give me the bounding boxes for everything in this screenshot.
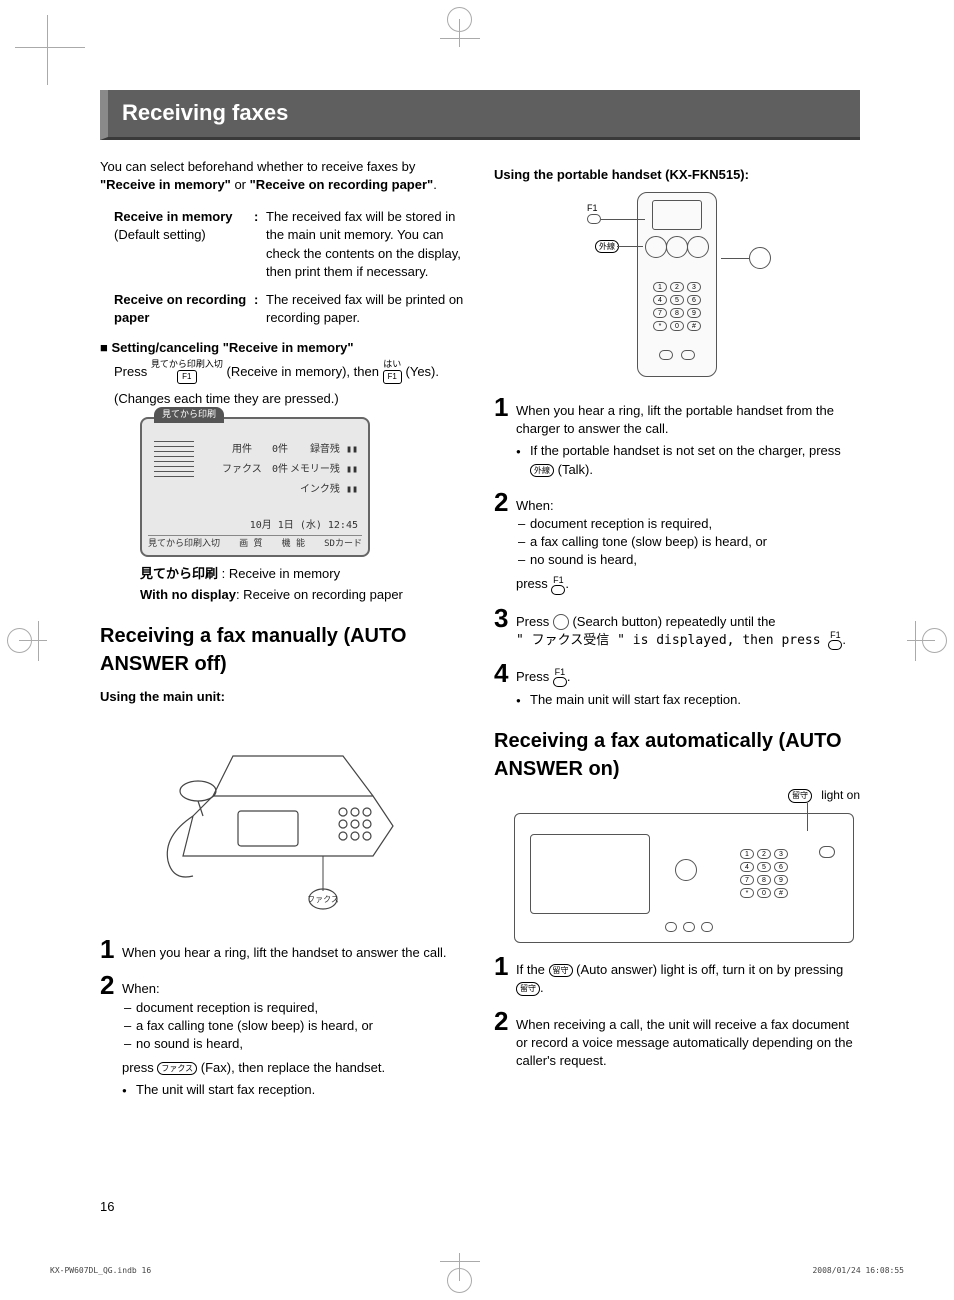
nav-circle-icon: [675, 859, 697, 881]
auto-heading: Receiving a fax automatically (AUTO ANSW…: [494, 727, 860, 783]
f1-button-icon: F1: [383, 370, 402, 384]
page-title: Receiving faxes: [100, 90, 860, 140]
fax-button-label: ファクス: [307, 895, 339, 904]
auto-answer-button-icon: 留守: [516, 982, 540, 995]
portable-step-4: 4 Press F1. The main unit will start fax…: [494, 660, 860, 709]
portable-step-2: 2 When: document reception is required, …: [494, 489, 860, 595]
auto-step-1: 1 If the 留守 (Auto answer) light is off, …: [494, 953, 860, 997]
setting-body: Press 見てから印刷入切F1 (Receive in memory), th…: [100, 361, 466, 408]
manual-heading: Receiving a fax manually (AUTO ANSWER of…: [100, 622, 466, 678]
footer-timestamp: 2008/01/24 16:08:55: [812, 1265, 904, 1276]
portable-step-3: 3 Press (Search button) repeatedly until…: [494, 605, 860, 650]
f1-button-icon: F1: [177, 370, 196, 384]
talk-button-icon: 外線: [530, 464, 554, 477]
page-number: 16: [100, 1198, 114, 1216]
auto-answer-button-icon: 留守: [788, 789, 812, 802]
f1-button-icon: [553, 677, 567, 687]
handset-illustration: 123 456 789 *0# F1 外線: [577, 192, 777, 382]
light-on-label: 留守 light on: [788, 787, 860, 804]
def-receive-paper: Receive on recording paper : The receive…: [100, 291, 466, 327]
intro-text: You can select beforehand whether to rec…: [100, 158, 466, 194]
portable-step-1: 1 When you hear a ring, lift the portabl…: [494, 394, 860, 479]
left-column: You can select beforehand whether to rec…: [100, 158, 466, 1100]
setting-heading: Setting/canceling "Receive in memory": [100, 339, 466, 357]
talk-button-icon: 外線: [595, 240, 619, 253]
search-button-icon: [553, 614, 569, 630]
def-receive-memory: Receive in memory(Default setting) : The…: [100, 208, 466, 281]
manual-step-1: 1 When you hear a ring, lift the handset…: [100, 936, 466, 962]
fax-machine-illustration: ファクス: [143, 716, 423, 926]
display-note-1: 見てから印刷 : Receive in memory: [140, 565, 466, 584]
lcd-display-illustration: 見てから印刷 用件 0件 録音残 ▮▮ ファクス 0件 メモリー残 ▮▮ インク…: [140, 417, 370, 557]
right-column: Using the portable handset (KX-FKN515): …: [494, 158, 860, 1100]
manual-step-2: 2 When: document reception is required, …: [100, 972, 466, 1099]
f1-button-icon: [828, 640, 842, 650]
f1-button-icon: [551, 585, 565, 595]
manual-sub: Using the main unit:: [100, 688, 466, 706]
search-nav-icon: [749, 247, 771, 269]
auto-answer-light-icon: [819, 846, 835, 858]
display-note-2: With no display: Receive on recording pa…: [140, 586, 466, 604]
portable-sub: Using the portable handset (KX-FKN515):: [494, 166, 860, 184]
auto-step-2: 2 When receiving a call, the unit will r…: [494, 1008, 860, 1071]
main-unit-illustration: 123 456 789 *0#: [514, 813, 854, 943]
footer-filename: KX-PW607DL_QG.indb 16: [50, 1265, 151, 1276]
auto-answer-button-icon: 留守: [549, 964, 573, 977]
fax-button-icon: ファクス: [157, 1062, 197, 1075]
